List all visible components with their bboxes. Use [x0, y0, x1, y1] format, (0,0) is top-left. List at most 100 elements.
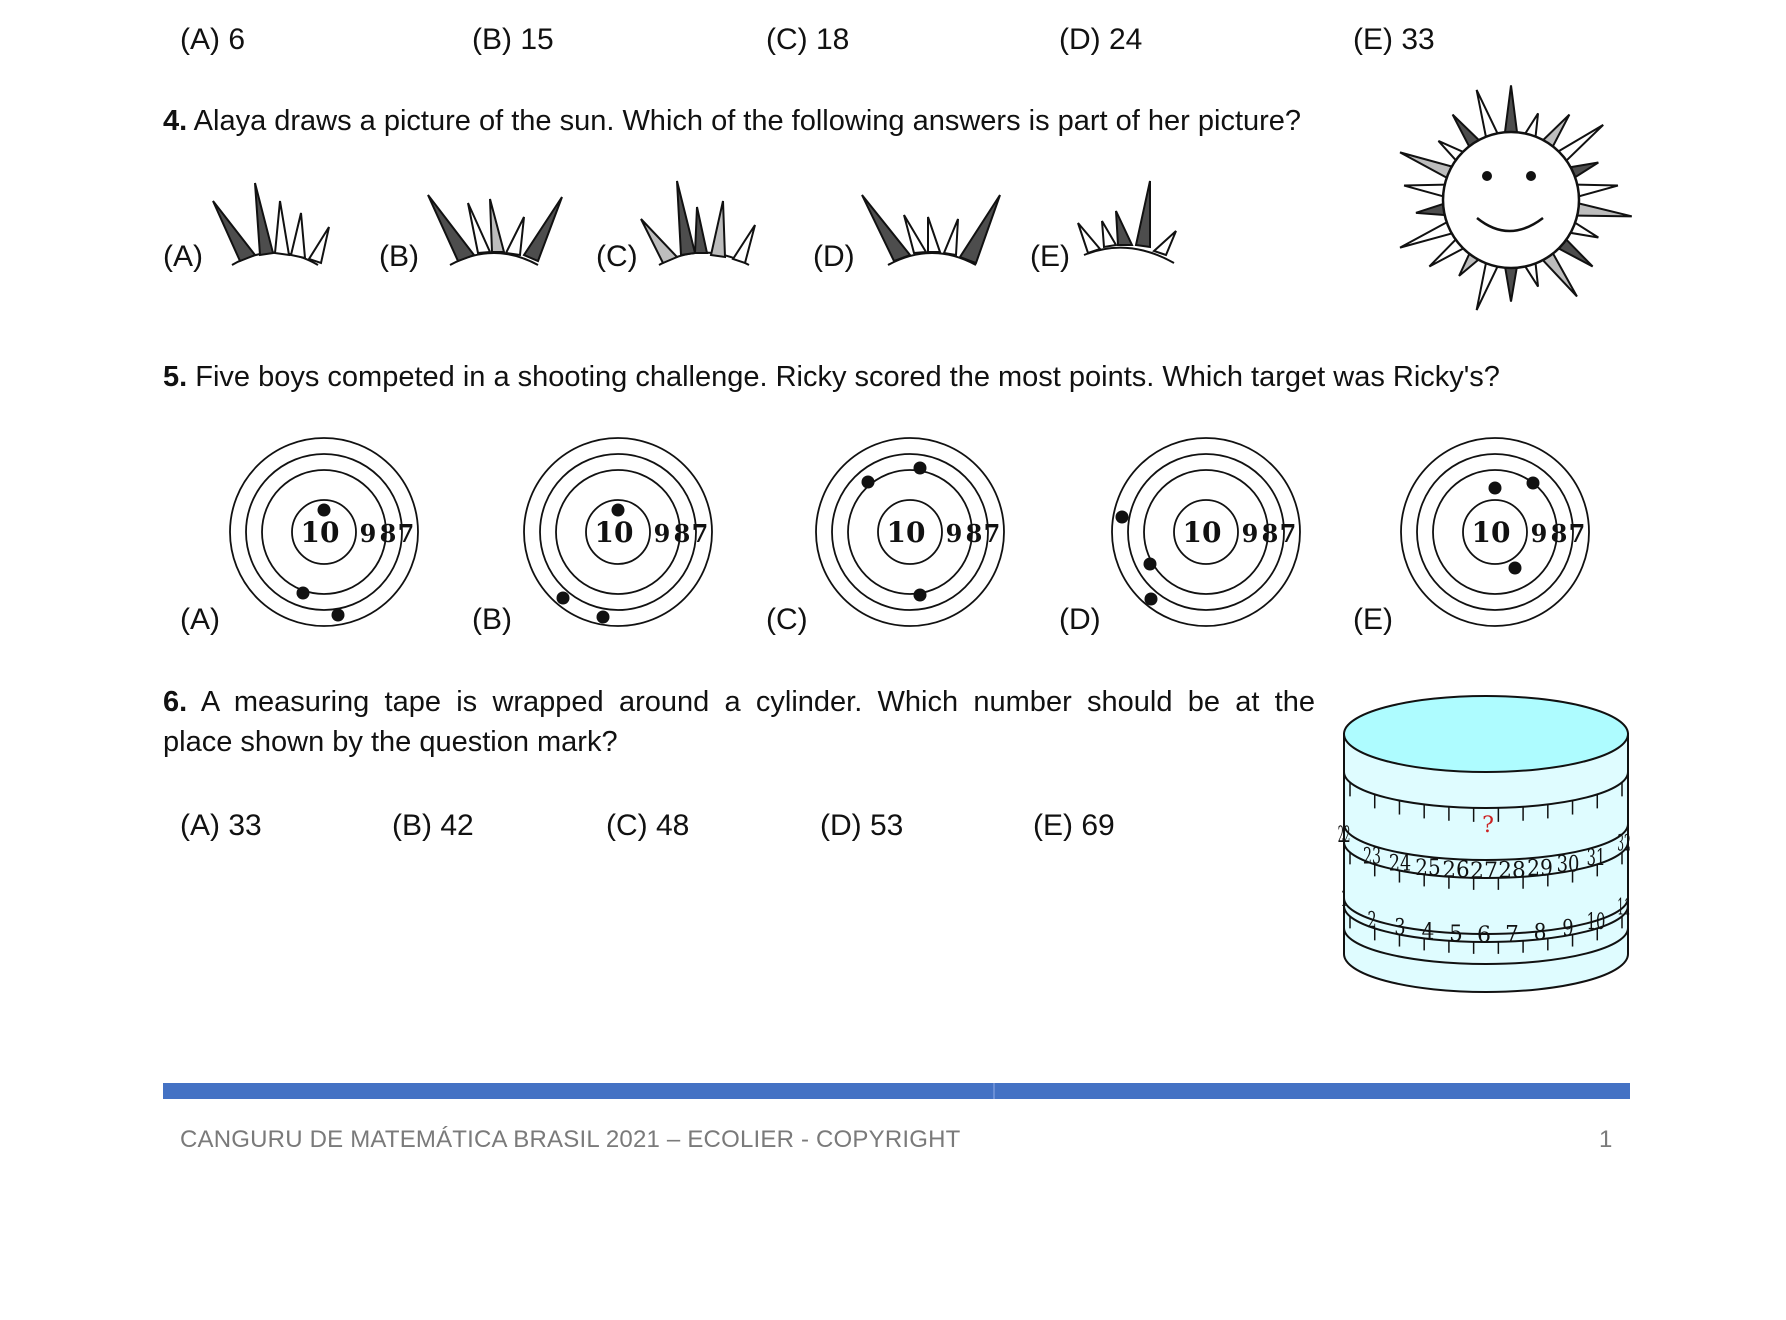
- q4-figure-d[interactable]: [858, 185, 1008, 275]
- q4-option-d[interactable]: (D): [813, 240, 855, 273]
- ring-label-9: 9: [360, 519, 377, 548]
- q5-text: Five boys competed in a shooting challen…: [195, 361, 1500, 393]
- target-d[interactable]: 10 9 8 7: [1108, 434, 1304, 630]
- shot-dot: [1508, 561, 1522, 575]
- footer-bar: [163, 1083, 1630, 1099]
- sun-right-eye: [1526, 171, 1536, 181]
- sun-left-eye: [1482, 171, 1492, 181]
- target-c[interactable]: 10 9 8 7: [812, 434, 1008, 630]
- q6-line-1: 6. A measuring tape is wrapped around a …: [163, 682, 1315, 722]
- q4-figure-c[interactable]: [637, 175, 777, 275]
- tape-number-9: 9: [1562, 915, 1573, 941]
- tape-number-6: 6: [1477, 923, 1491, 948]
- shot-dot: [913, 461, 927, 475]
- q5-option-d[interactable]: (D): [1059, 603, 1101, 636]
- ring-label-10: 10: [301, 516, 340, 549]
- q4-text: Alaya draws a picture of the sun. Which …: [193, 105, 1302, 137]
- shot-dot: [1143, 557, 1157, 571]
- q6-option-a[interactable]: (A) 33: [180, 809, 262, 842]
- tape-number-22: 22: [1338, 823, 1350, 849]
- ring-label-7: 7: [984, 519, 1001, 548]
- tape-number-4: 4: [1422, 918, 1435, 944]
- shot-dot: [296, 586, 310, 600]
- ring-label-9: 9: [946, 519, 963, 548]
- q5-option-c[interactable]: (C): [766, 603, 808, 636]
- q6-text-line-2: place shown by the question mark?: [163, 726, 618, 758]
- ring-label-7: 7: [398, 519, 415, 548]
- shot-dot: [596, 610, 610, 624]
- q4-option-c[interactable]: (C): [596, 240, 638, 273]
- q4-figure-b[interactable]: [420, 185, 570, 275]
- ring-label-7: 7: [1280, 519, 1297, 548]
- tape-number-32: 32: [1617, 831, 1630, 856]
- target-e[interactable]: 10 9 8 7: [1397, 434, 1593, 630]
- q3-option-a[interactable]: (A) 6: [180, 23, 246, 56]
- target-ring: [1173, 499, 1239, 565]
- q4-option-b[interactable]: (B): [379, 240, 419, 273]
- tape-number-11: 11: [1617, 895, 1630, 920]
- shot-dot: [556, 591, 570, 605]
- tape-number-26: 26: [1442, 858, 1469, 883]
- shot-dot: [1144, 592, 1158, 606]
- tape-number-10: 10: [1587, 910, 1606, 935]
- q3-option-c[interactable]: (C) 18: [766, 23, 850, 56]
- tape-number-2: 2: [1367, 908, 1376, 933]
- shot-dot: [913, 588, 927, 602]
- footer-copyright: CANGURU DE MATEMÁTICA BRASIL 2021 – ECOL…: [180, 1126, 961, 1153]
- q6-option-e[interactable]: (E) 69: [1033, 809, 1115, 842]
- shot-dot: [1526, 476, 1540, 490]
- target-b[interactable]: 10 9 8 7: [520, 434, 716, 630]
- q4-question: 4. Alaya draws a picture of the sun. Whi…: [163, 101, 1363, 141]
- tape-number-31: 31: [1587, 846, 1606, 871]
- tape-number-5: 5: [1449, 922, 1463, 947]
- ring-label-8: 8: [966, 519, 983, 548]
- tape-number-29: 29: [1527, 854, 1553, 880]
- ring-label-10: 10: [887, 516, 926, 549]
- shot-dot: [331, 608, 345, 622]
- sun-face: [1441, 130, 1581, 270]
- q6-option-b[interactable]: (B) 42: [392, 809, 474, 842]
- q6-text-line-1: A measuring tape is wrapped around a cyl…: [200, 686, 1315, 718]
- ring-label-8: 8: [1262, 519, 1279, 548]
- q6-option-c[interactable]: (C) 48: [606, 809, 690, 842]
- q5-option-b[interactable]: (B): [472, 603, 512, 636]
- tape-number-3: 3: [1394, 915, 1405, 940]
- q3-option-d[interactable]: (D) 24: [1059, 23, 1143, 56]
- sun-picture: [1399, 85, 1632, 311]
- q4-option-a[interactable]: (A): [163, 240, 203, 273]
- q5-option-e[interactable]: (E): [1353, 603, 1393, 636]
- page-number: 1: [1599, 1126, 1613, 1153]
- question-mark: ?: [1482, 813, 1494, 838]
- q6-option-d[interactable]: (D) 53: [820, 809, 904, 842]
- shot-dot: [1115, 510, 1129, 524]
- q3-option-e[interactable]: (E) 33: [1353, 23, 1435, 56]
- q3-option-b[interactable]: (B) 15: [472, 23, 554, 56]
- ring-label-8: 8: [674, 519, 691, 548]
- tape-number-7: 7: [1505, 922, 1519, 947]
- q5-question: 5. Five boys competed in a shooting chal…: [163, 357, 1663, 397]
- shot-dot: [1488, 481, 1502, 495]
- ring-label-9: 9: [1531, 519, 1548, 548]
- tape-number-27: 27: [1470, 859, 1498, 884]
- sun-smile: [1476, 217, 1544, 233]
- ring-label-8: 8: [1551, 519, 1568, 548]
- ring-label-10: 10: [595, 516, 634, 549]
- q4-figure-e[interactable]: [1074, 175, 1184, 275]
- q6-question: 6. A measuring tape is wrapped around a …: [163, 682, 1315, 762]
- q6-number: 6.: [163, 686, 188, 718]
- tape-number-28: 28: [1498, 858, 1525, 883]
- tape-number-30: 30: [1557, 851, 1580, 877]
- ring-label-9: 9: [654, 519, 671, 548]
- tape-number-24: 24: [1389, 851, 1411, 876]
- target-ring: [585, 499, 651, 565]
- target-a[interactable]: 10 9 8 7: [226, 434, 422, 630]
- q4-option-e[interactable]: (E): [1030, 240, 1070, 273]
- q4-figure-a[interactable]: [205, 175, 345, 275]
- q5-number: 5.: [163, 361, 188, 393]
- q4-number: 4.: [163, 105, 188, 137]
- shot-dot: [317, 503, 331, 517]
- tape-number-23: 23: [1363, 844, 1381, 869]
- q5-option-a[interactable]: (A): [180, 603, 220, 636]
- sun-ray: [1503, 85, 1519, 140]
